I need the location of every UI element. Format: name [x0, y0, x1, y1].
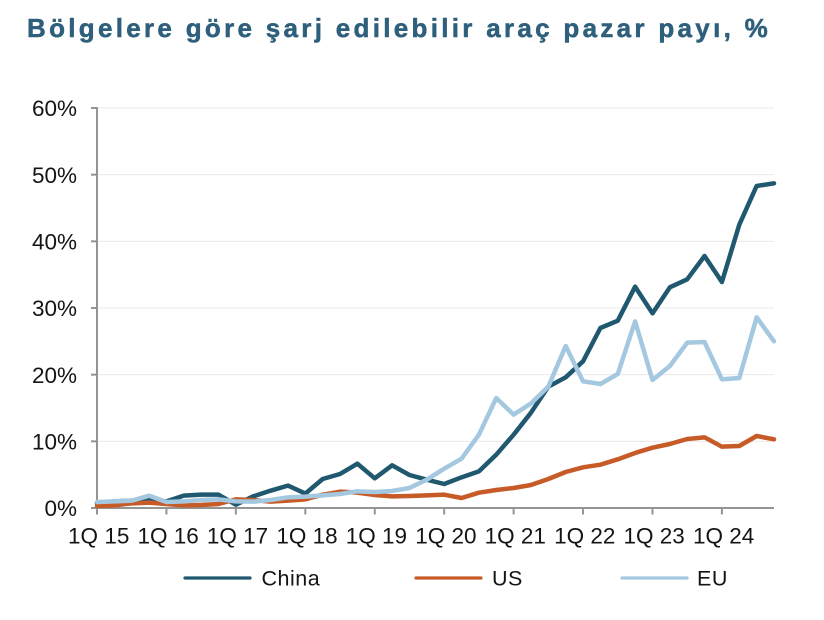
svg-text:10%: 10%: [32, 429, 77, 454]
svg-text:20%: 20%: [32, 363, 77, 388]
svg-text:0%: 0%: [44, 496, 77, 521]
svg-text:1Q 23: 1Q 23: [624, 524, 685, 549]
svg-text:1Q 18: 1Q 18: [276, 524, 337, 549]
svg-text:40%: 40%: [32, 229, 77, 254]
svg-text:EU: EU: [697, 567, 728, 591]
svg-text:1Q 17: 1Q 17: [207, 524, 268, 549]
svg-text:30%: 30%: [32, 296, 77, 321]
svg-text:1Q 22: 1Q 22: [554, 524, 615, 549]
svg-text:1Q 21: 1Q 21: [485, 524, 546, 549]
svg-text:US: US: [492, 567, 523, 591]
svg-text:1Q 24: 1Q 24: [693, 524, 754, 549]
svg-text:60%: 60%: [32, 96, 77, 121]
svg-text:China: China: [262, 567, 321, 591]
svg-text:1Q 19: 1Q 19: [346, 524, 407, 549]
svg-text:50%: 50%: [32, 163, 77, 188]
svg-text:1Q 15: 1Q 15: [68, 524, 129, 549]
svg-text:1Q 16: 1Q 16: [137, 524, 198, 549]
svg-text:1Q 20: 1Q 20: [415, 524, 476, 549]
